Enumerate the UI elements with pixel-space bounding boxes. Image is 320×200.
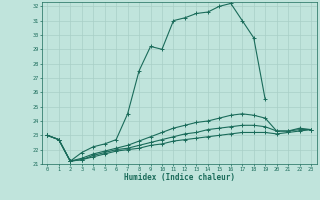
X-axis label: Humidex (Indice chaleur): Humidex (Indice chaleur) [124, 173, 235, 182]
